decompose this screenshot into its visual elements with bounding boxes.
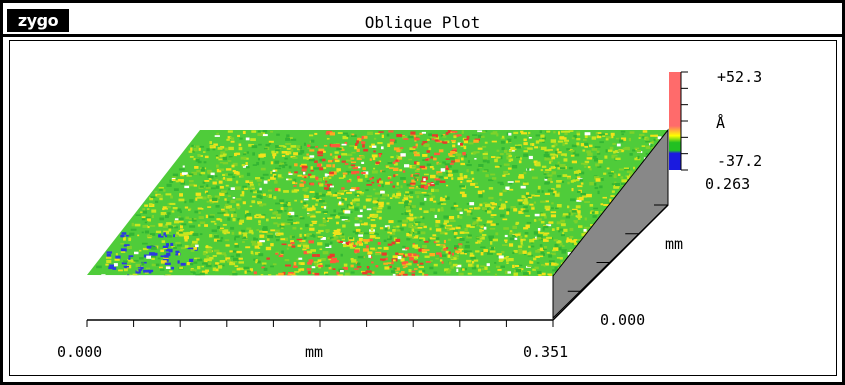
x-axis-end-label: 0.351	[523, 343, 568, 361]
plot-title: Oblique Plot	[364, 13, 481, 32]
y-axis-start-label: 0.000	[600, 311, 645, 329]
title-bar	[3, 3, 842, 37]
y-axis-end-label: 0.263	[705, 175, 750, 193]
surface-texture	[96, 130, 668, 276]
plot-frame	[9, 40, 837, 376]
z-color-scale-bar	[669, 72, 681, 170]
x-axis-ticks	[86, 320, 554, 327]
x-axis-unit-label: mm	[305, 343, 323, 361]
z-scale-unit-label: Å	[716, 113, 725, 132]
z-scale-min-label: -37.2	[717, 152, 762, 170]
y-axis-unit-label: mm	[665, 235, 683, 253]
z-scale-ticks	[681, 71, 688, 171]
zygo-logo: zygo	[7, 9, 69, 32]
x-axis-start-label: 0.000	[57, 343, 102, 361]
y-axis-ticks	[539, 204, 668, 321]
z-scale-max-label: +52.3	[717, 68, 762, 86]
